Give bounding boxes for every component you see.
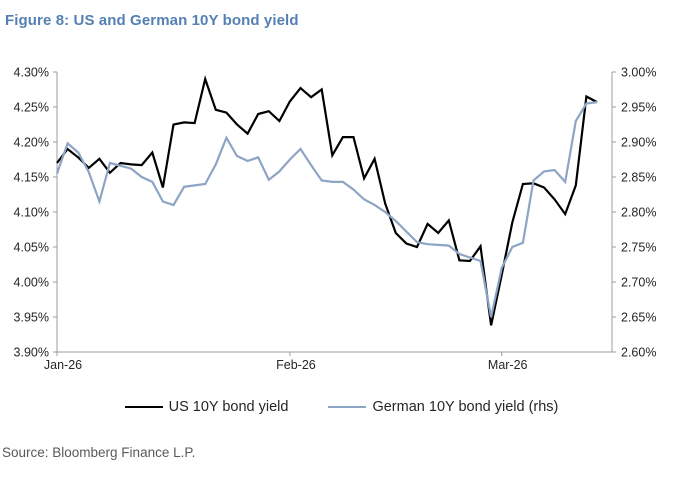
bond-yield-chart: 4.30% 4.25% 4.20% 4.15% 4.10% 4.05% 4.00% 3.95%… <box>14 66 657 373</box>
left-axis-tick-label: 4.05% <box>14 241 49 255</box>
left-axis-tick-label: 4.10% <box>14 206 49 220</box>
right-axis-tick-label: 2.65% <box>621 311 656 325</box>
legend-label-german: German 10Y bond yield (rhs) <box>372 399 559 415</box>
right-axis-tick-label: 3.00% <box>621 66 656 80</box>
right-axis-tick-label: 2.95% <box>621 101 656 115</box>
right-axis-tick-label: 2.60% <box>621 346 656 360</box>
left-axis-tick-label: 4.00% <box>14 276 49 290</box>
german-line-swatch <box>328 406 367 408</box>
left-axis-tick-label: 4.25% <box>14 101 49 115</box>
x-axis-tick-label: Mar-26 <box>488 358 528 372</box>
right-axis-tick-label: 2.70% <box>621 276 656 290</box>
left-axis-tick-label: 4.30% <box>14 66 49 80</box>
us-line-swatch <box>124 406 163 408</box>
german-yield-line <box>55 101 598 318</box>
legend-label-us: US 10Y bond yield <box>168 399 289 415</box>
right-axis-tick-label: 2.80% <box>621 206 656 220</box>
source-text: Source: Bloomberg Finance L.P. <box>2 445 196 460</box>
figure-title: Figure 8: US and German 10Y bond yield <box>5 12 299 29</box>
right-axis-tick-label: 2.90% <box>621 136 656 150</box>
chart-legend: US 10Y bond yield German 10Y bond yield … <box>0 399 683 415</box>
x-axis-tick-label: Feb-26 <box>276 358 316 372</box>
x-axis-tick-label: Jan-26 <box>44 358 82 372</box>
left-axis-tick-label: 3.90% <box>14 346 49 360</box>
legend-item-german: German 10Y bond yield (rhs) <box>328 399 558 415</box>
legend-item-us: US 10Y bond yield <box>124 399 289 415</box>
left-axis-tick-label: 4.15% <box>14 171 49 185</box>
left-axis-tick-label: 4.20% <box>14 136 49 150</box>
left-axis-tick-label: 3.95% <box>14 311 49 325</box>
right-axis-tick-label: 2.85% <box>621 171 656 185</box>
us-yield-line <box>56 75 598 326</box>
right-axis-tick-label: 2.75% <box>621 241 656 255</box>
